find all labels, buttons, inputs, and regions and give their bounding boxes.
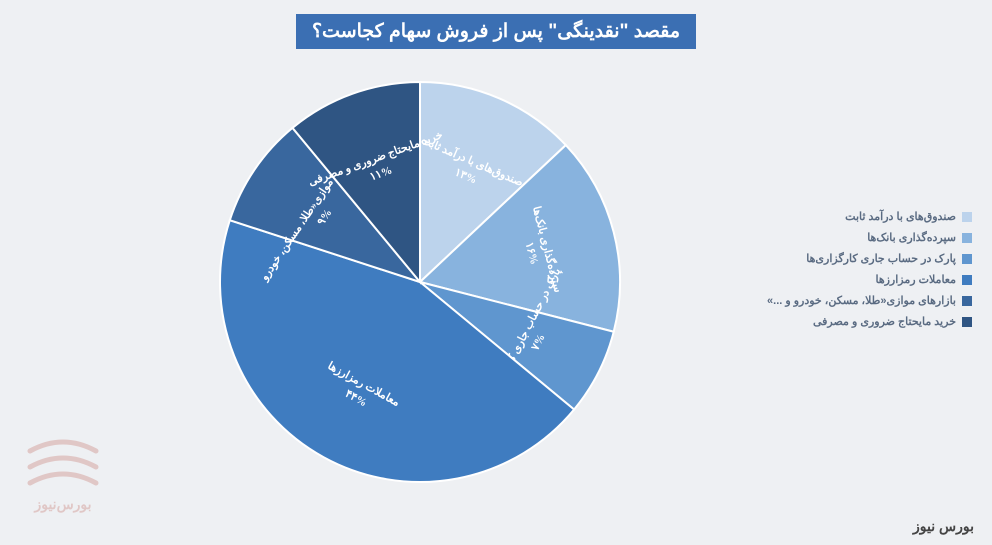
legend-item: بازارهای موازی«طلا، مسکن، خودرو و ...» (767, 294, 972, 307)
legend-item: سپرده‌گذاری بانک‌ها (767, 231, 972, 244)
legend-item: معاملات رمزارزها (767, 273, 972, 286)
legend-label: بازارهای موازی«طلا، مسکن، خودرو و ...» (767, 294, 956, 307)
pie-chart: صندوق‌های با درآمد ثابت۱۳%سپرده‌گذاری با… (210, 72, 630, 492)
legend-swatch (962, 212, 972, 222)
legend-item: صندوق‌های با درآمد ثابت (767, 210, 972, 223)
footer-text: بورس نیوز (913, 518, 974, 535)
legend-swatch (962, 254, 972, 264)
legend-item: پارک در حساب جاری کارگزاری‌ها (767, 252, 972, 265)
legend-item: خرید مایحتاج ضروری و مصرفی (767, 315, 972, 328)
legend-swatch (962, 233, 972, 243)
legend: صندوق‌های با درآمد ثابت سپرده‌گذاری بانک‌… (767, 210, 972, 328)
legend-label: خرید مایحتاج ضروری و مصرفی (813, 315, 956, 328)
watermark-logo: بورس‌نیوز (18, 427, 108, 517)
legend-swatch (962, 296, 972, 306)
legend-label: پارک در حساب جاری کارگزاری‌ها (806, 252, 956, 265)
legend-label: صندوق‌های با درآمد ثابت (845, 210, 956, 223)
legend-swatch (962, 317, 972, 327)
svg-text:بورس‌نیوز: بورس‌نیوز (33, 498, 91, 513)
chart-title: مقصد "نقدینگی" پس از فروش سهام کجاست؟ (296, 14, 696, 49)
legend-swatch (962, 275, 972, 285)
legend-label: معاملات رمزارزها (875, 273, 956, 286)
legend-label: سپرده‌گذاری بانک‌ها (867, 231, 956, 244)
